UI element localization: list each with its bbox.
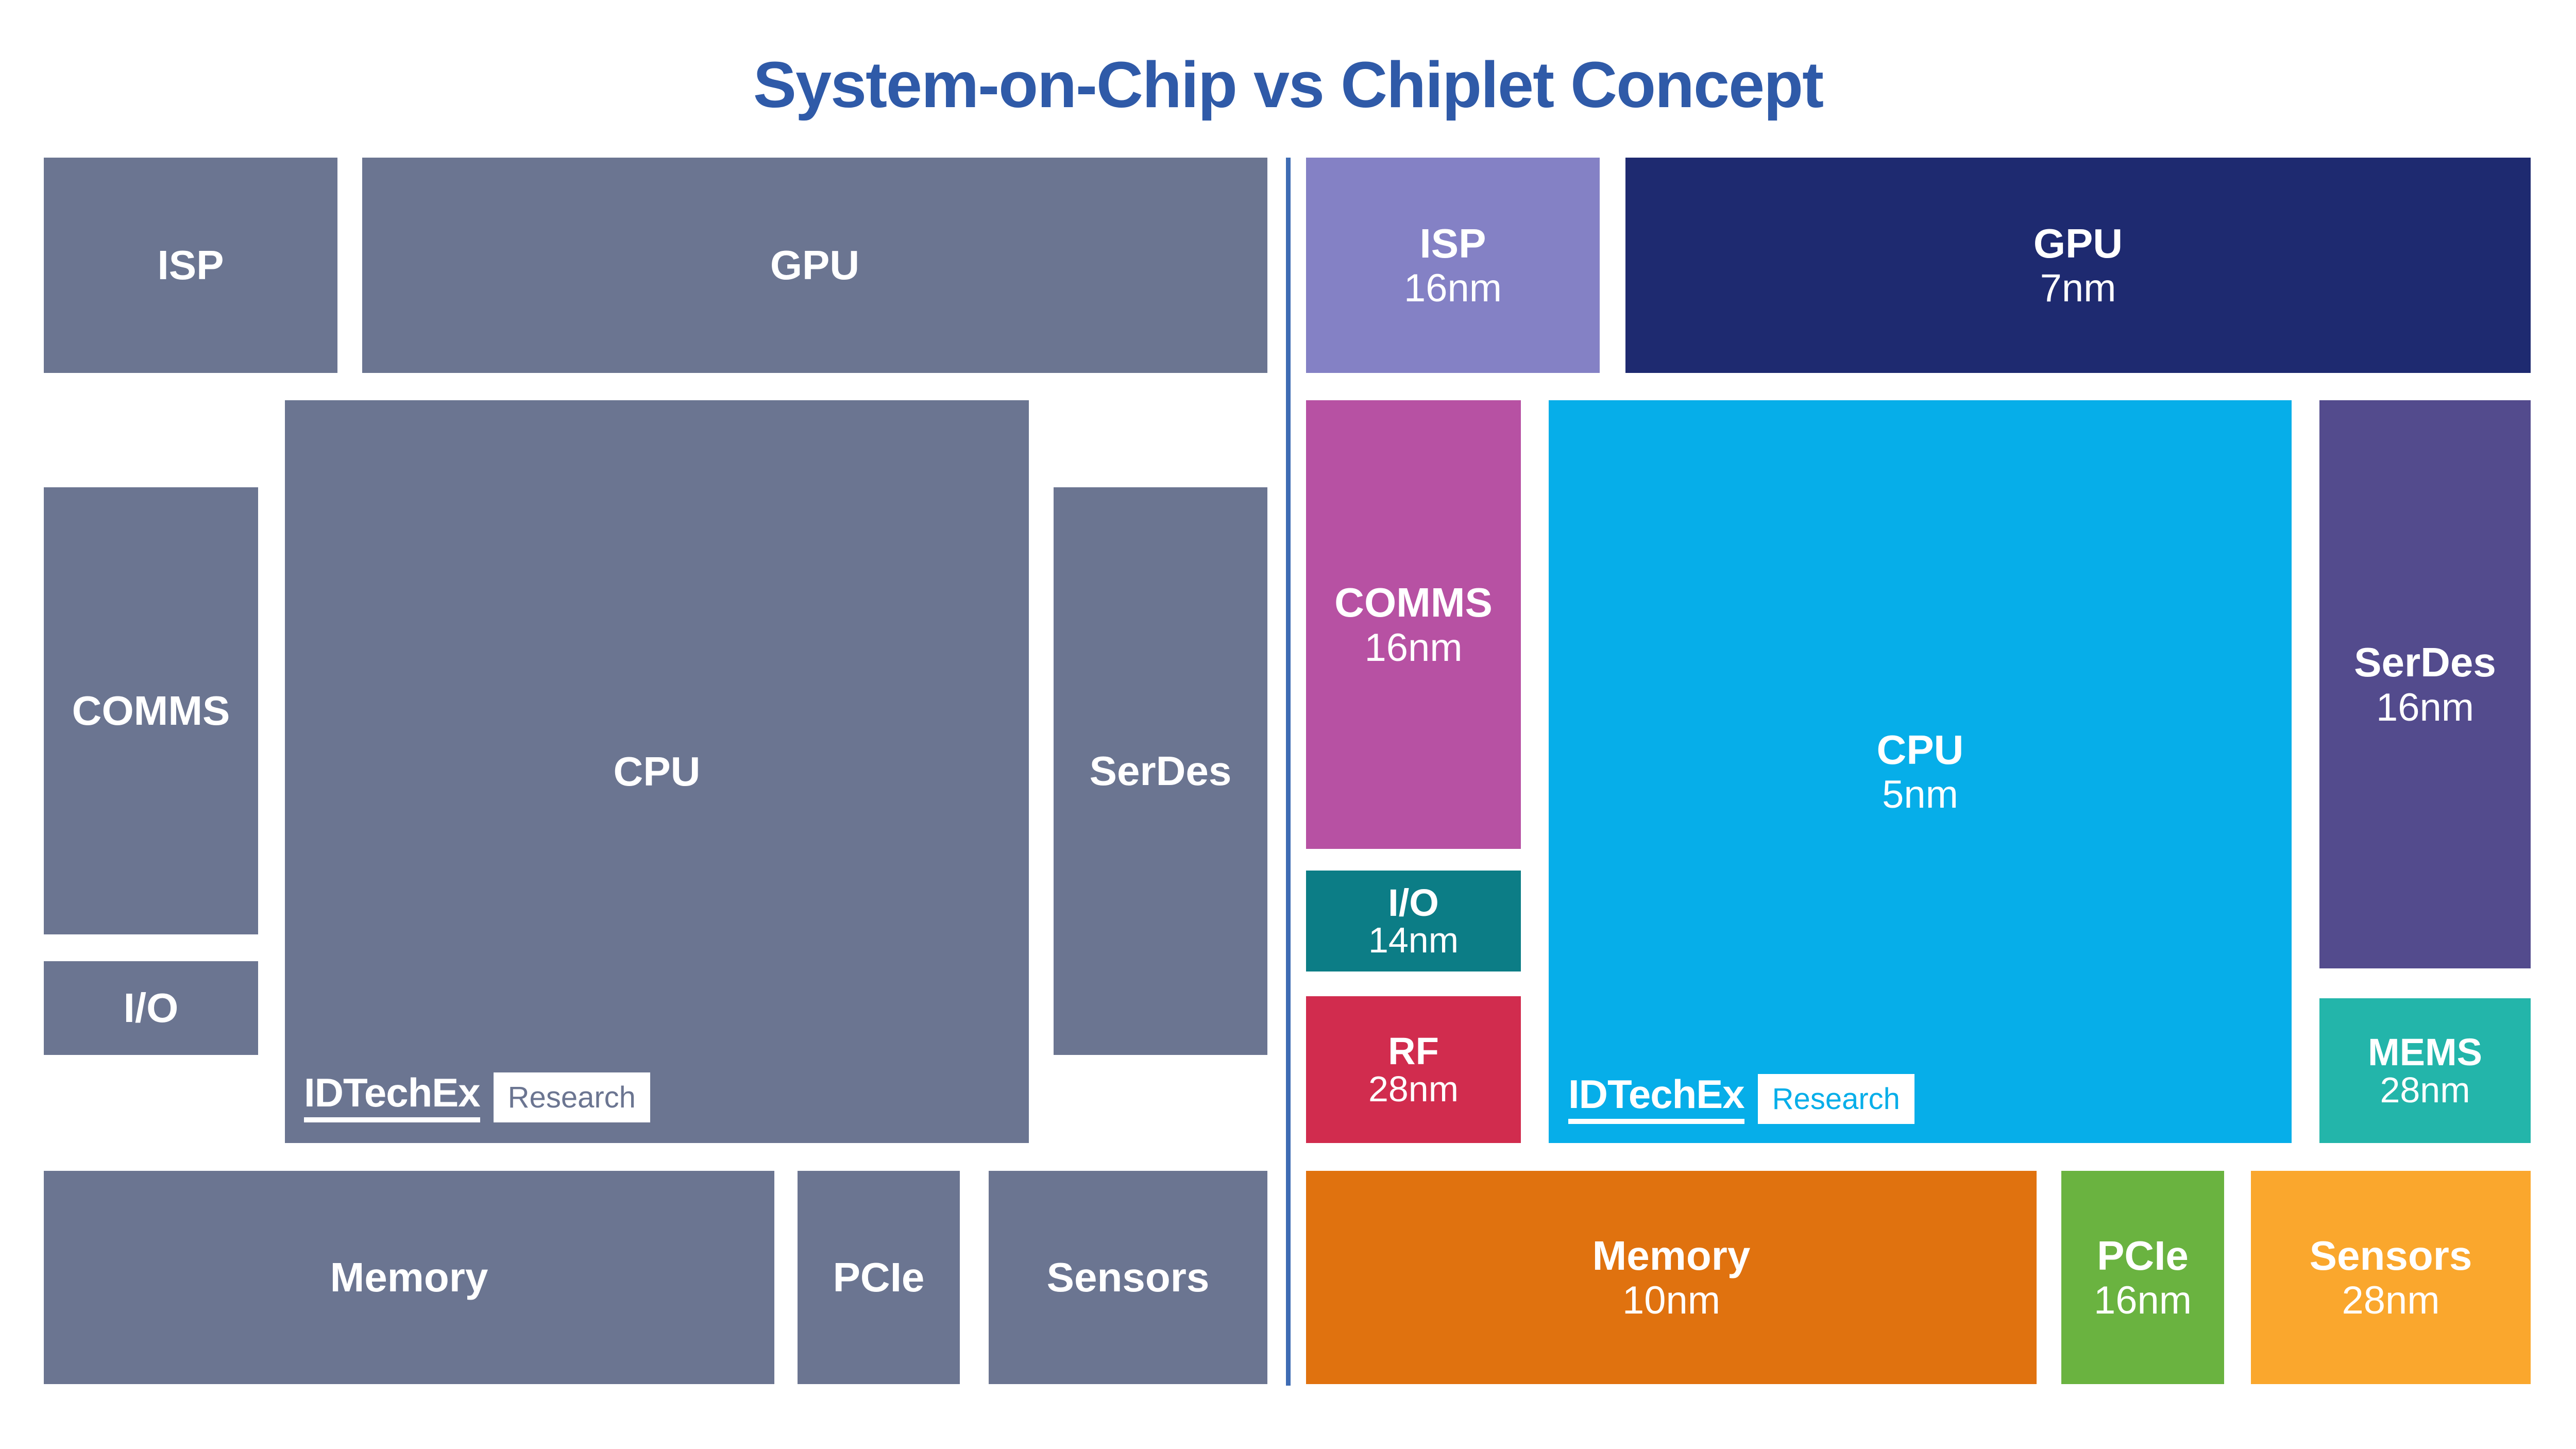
block-label: Sensors <box>2309 1232 2472 1278</box>
block-label: COMMS <box>72 688 230 734</box>
soc-io-block: I/O <box>44 961 258 1055</box>
block-label: I/O <box>1388 881 1439 924</box>
block-label: ISP <box>157 242 224 288</box>
block-label: Sensors <box>1046 1254 1210 1301</box>
soc-cpu-block: CPU <box>285 400 1029 1143</box>
idtechex-logo: IDTechEx <box>304 1070 481 1122</box>
block-label: Memory <box>330 1254 488 1301</box>
panel-divider-line <box>1286 158 1291 1386</box>
block-process-node: 16nm <box>1364 625 1463 670</box>
idtechex-underline <box>304 1117 480 1122</box>
page-title: System-on-Chip vs Chiplet Concept <box>753 48 1824 121</box>
block-process-node: 16nm <box>2093 1278 2192 1323</box>
block-label: GPU <box>770 242 860 288</box>
soc-memory-block: Memory <box>44 1171 774 1384</box>
block-process-node: 5nm <box>1882 773 1958 817</box>
chiplet-rf-block: RF 28nm <box>1306 996 1521 1143</box>
idtechex-research-badge: Research <box>1757 1074 1914 1124</box>
block-label: SerDes <box>2354 639 2496 686</box>
soc-comms-block: COMMS <box>44 487 258 934</box>
block-process-node: 16nm <box>2376 685 2475 729</box>
block-process-node: 14nm <box>1368 920 1459 961</box>
chiplet-sensors-block: Sensors 28nm <box>2251 1171 2531 1384</box>
idtechex-research-badge: Research <box>493 1072 650 1122</box>
chiplet-gpu-block: GPU 7nm <box>1625 158 2531 373</box>
soc-gpu-block: GPU <box>362 158 1267 373</box>
chiplet-memory-block: Memory 10nm <box>1306 1171 2037 1384</box>
block-process-node: 28nm <box>2380 1069 2470 1110</box>
block-label: PCIe <box>2097 1232 2189 1278</box>
soc-serdes-block: SerDes <box>1054 487 1267 1055</box>
block-label: COMMS <box>1334 579 1493 626</box>
idtechex-brand-text: IDTechEx <box>304 1070 481 1115</box>
block-label: PCIe <box>833 1254 925 1301</box>
idtechex-brand-text: IDTechEx <box>1568 1071 1745 1117</box>
block-label: CPU <box>1876 726 1964 773</box>
block-process-node: 28nm <box>2342 1278 2440 1323</box>
block-label: MEMS <box>2368 1031 2482 1074</box>
block-label: CPU <box>613 748 701 795</box>
block-label: I/O <box>123 985 179 1031</box>
chiplet-serdes-block: SerDes 16nm <box>2319 400 2531 968</box>
chiplet-io-block: I/O 14nm <box>1306 871 1521 971</box>
idtechex-watermark-soc: IDTechEx Research <box>304 1072 650 1122</box>
chiplet-cpu-block: CPU 5nm <box>1549 400 2292 1143</box>
soc-isp-block: ISP <box>44 158 337 373</box>
block-label: GPU <box>2033 220 2123 266</box>
block-process-node: 16nm <box>1403 266 1502 311</box>
block-label: Memory <box>1592 1232 1751 1278</box>
chiplet-comms-block: COMMS 16nm <box>1306 400 1521 849</box>
block-label: ISP <box>1419 220 1486 266</box>
soc-pcie-block: PCIe <box>798 1171 960 1384</box>
block-process-node: 7nm <box>2040 266 2116 311</box>
chiplet-isp-block: ISP 16nm <box>1306 158 1600 373</box>
idtechex-logo: IDTechEx <box>1568 1071 1745 1124</box>
idtechex-watermark-chiplet: IDTechEx Research <box>1568 1074 1914 1124</box>
block-label: SerDes <box>1089 748 1232 794</box>
block-process-node: 28nm <box>1368 1068 1459 1109</box>
soc-sensors-block: Sensors <box>989 1171 1267 1384</box>
idtechex-underline <box>1568 1119 1744 1124</box>
block-label: RF <box>1388 1030 1439 1073</box>
chiplet-pcie-block: PCIe 16nm <box>2061 1171 2224 1384</box>
chiplet-mems-block: MEMS 28nm <box>2319 998 2531 1143</box>
block-process-node: 10nm <box>1622 1278 1721 1323</box>
